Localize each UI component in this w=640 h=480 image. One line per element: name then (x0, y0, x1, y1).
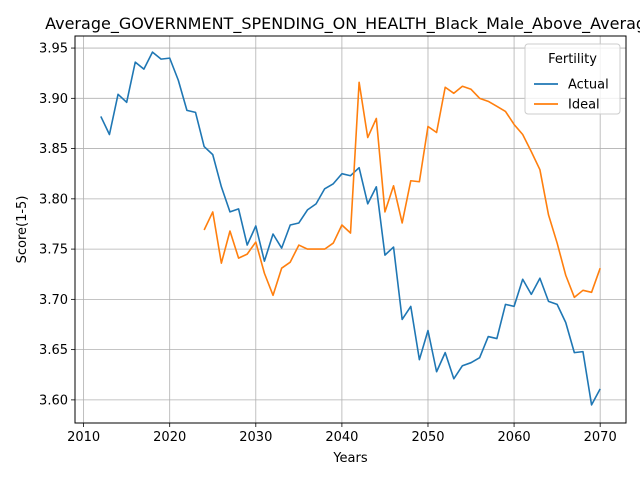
x-tick-label: 2030 (239, 430, 272, 445)
series-layer (100, 51, 601, 406)
plot-frame (74, 35, 627, 424)
y-tick-label: 3.80 (39, 192, 68, 207)
series-line-ideal (203, 81, 601, 299)
y-axis-label: Score(1-5) (15, 196, 30, 264)
y-tick-label: 3.60 (39, 393, 68, 408)
x-tick-label: 2010 (67, 430, 100, 445)
legend-title: Fertility (548, 52, 597, 67)
x-tick-label: 2070 (584, 430, 617, 445)
legend: Fertility Actual Ideal (524, 43, 621, 115)
axis-ticks: 2010 2020 2030 2040 2050 2060 2070 3.60 3.65 3.70… (39, 42, 617, 445)
y-tick-label: 3.75 (39, 243, 68, 258)
y-tick-label: 3.85 (39, 142, 68, 157)
legend-label-actual: Actual (568, 78, 609, 93)
series-line-actual (100, 51, 601, 406)
legend-box (524, 43, 621, 115)
y-tick-label: 3.70 (39, 293, 68, 308)
y-tick-label: 3.90 (39, 92, 68, 107)
x-tick-label: 2020 (153, 430, 186, 445)
chart-title: Average_GOVERNMENT_SPENDING_ON_HEALTH_Bl… (45, 14, 640, 34)
x-tick-label: 2050 (411, 430, 444, 445)
x-tick-label: 2040 (325, 430, 358, 445)
x-axis-label: Years (332, 451, 368, 466)
legend-items: Actual Ideal (534, 78, 609, 113)
grid-lines (75, 36, 626, 423)
legend-label-ideal: Ideal (568, 98, 600, 113)
y-tick-label: 3.65 (39, 343, 68, 358)
y-tick-label: 3.95 (39, 42, 68, 57)
x-tick-label: 2060 (498, 430, 531, 445)
